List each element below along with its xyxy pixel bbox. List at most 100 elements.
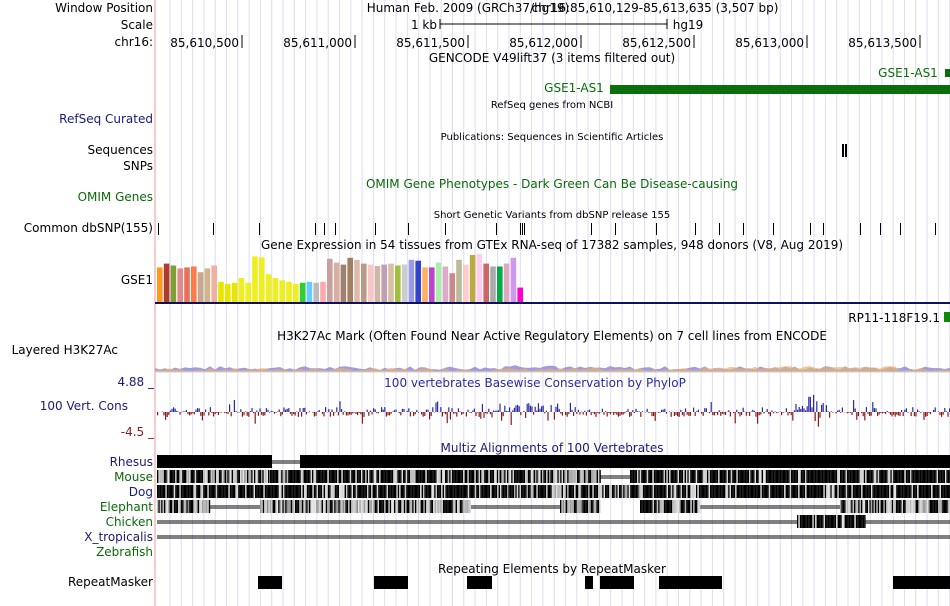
snp-tick — [860, 223, 861, 235]
snp-tick — [810, 223, 811, 235]
gtex-tissue-bar — [401, 264, 408, 302]
gtex-gene-right-label[interactable]: RP11-118F19.1 — [848, 311, 940, 325]
assembly-title: Human Feb. 2009 (GRCh37/hg19) — [367, 1, 570, 15]
gencode-gene-label-top[interactable]: GSE1-AS1 — [878, 66, 938, 80]
scale-text: 1 kb — [411, 18, 437, 32]
gtex-tissue-bar — [354, 259, 360, 302]
gtex-tissue-bars — [157, 254, 523, 302]
repeatmasker-elements — [258, 576, 950, 589]
gtex-tissue-bar — [435, 262, 442, 302]
gtex-tissue-bar — [476, 254, 483, 302]
gtex-tissue-bar — [265, 274, 272, 302]
gtex-tissue-bar — [497, 266, 503, 302]
publications-title: Publications: Sequences in Scientific Ar… — [441, 132, 664, 143]
gencode-gene-feature — [610, 85, 950, 94]
snp-tick — [259, 223, 260, 235]
gtex-tissue-bar — [299, 282, 306, 302]
gtex-tissue-bar — [231, 282, 238, 302]
snp-tick — [158, 223, 159, 235]
cons-max-label: 4.88 _ — [117, 375, 154, 389]
gtex-tissue-bar — [157, 267, 163, 302]
snp-tick — [743, 223, 744, 235]
window-position-label: Window Position — [55, 1, 153, 15]
gencode-feature-top — [945, 69, 950, 77]
snp-tick — [773, 223, 774, 235]
snp-tick — [900, 223, 901, 235]
snp-tick — [520, 223, 521, 235]
gtex-tissue-bar — [163, 263, 170, 302]
gtex-tissue-bar — [469, 255, 476, 302]
gtex-tissue-bar — [483, 263, 489, 302]
gtex-gene-label[interactable]: GSE1 — [120, 273, 153, 287]
cons-min-label: -4.5 _ — [120, 425, 154, 439]
refseq-curated-label[interactable]: RefSeq Curated — [59, 112, 153, 126]
gtex-tissue-bar — [293, 283, 299, 302]
gtex-tissue-bar — [259, 257, 265, 302]
species-zebrafish[interactable]: Zebrafish — [96, 545, 153, 559]
species-elephant[interactable]: Elephant — [99, 500, 153, 514]
gtex-tissue-bar — [320, 281, 326, 302]
h3k27ac-title: H3K27Ac Mark (Often Found Near Active Re… — [277, 329, 827, 343]
gtex-tissue-bar — [238, 278, 245, 302]
common-dbsnp-label[interactable]: Common dbSNP(155) — [23, 221, 153, 235]
refseq-title: RefSeq genes from NCBI — [491, 100, 613, 111]
vert-cons-label[interactable]: 100 Vert. Cons — [39, 399, 128, 413]
ruler-ticks: 85,610,500 85,611,000 85,611,500 85,612,000… — [170, 35, 921, 50]
gtex-tissue-bar — [463, 264, 469, 302]
ruler-tick-label: 85,612,500 — [622, 36, 691, 50]
gtex-tissue-bar — [252, 256, 258, 302]
gtex-tissue-bar — [415, 260, 421, 302]
layered-h3k27ac-label[interactable]: Layered H3K27Ac — [11, 343, 118, 357]
gtex-tissue-bar — [327, 258, 333, 302]
gtex-tissue-bar — [218, 281, 224, 302]
gtex-tissue-bar — [429, 267, 435, 302]
position-title: chr16:85,610,129-85,613,635 (3,507 bp) — [532, 1, 779, 15]
snp-tick — [375, 223, 376, 235]
gtex-tissue-bar — [204, 268, 211, 302]
gtex-tissue-bar — [422, 267, 428, 302]
snps-label[interactable]: SNPs — [123, 159, 153, 173]
gtex-title: Gene Expression in 54 tissues from GTEx … — [261, 238, 843, 252]
snp-tick — [213, 223, 214, 235]
conservation-title: 100 vertebrates Basewise Conservation by… — [384, 376, 686, 390]
snp-tick — [656, 223, 657, 235]
gtex-tissue-bar — [286, 281, 292, 302]
dbsnp-variants — [158, 223, 936, 235]
snp-tick — [719, 223, 720, 235]
chrom-label: chr16: — [114, 35, 153, 49]
gtex-tissue-bar — [177, 268, 183, 302]
gencode-gene-label[interactable]: GSE1-AS1 — [544, 81, 604, 95]
snp-tick — [522, 223, 523, 235]
species-mouse[interactable]: Mouse — [114, 470, 153, 484]
gtex-tissue-bar — [381, 264, 387, 302]
repeatmasker-label[interactable]: RepeatMasker — [67, 575, 153, 589]
snp-tick — [496, 223, 497, 235]
gtex-tissue-bar — [306, 281, 313, 302]
gtex-tissue-bar — [395, 265, 401, 302]
omim-title: OMIM Gene Phenotypes - Dark Green Can Be… — [366, 177, 738, 191]
species-chicken[interactable]: Chicken — [105, 515, 153, 529]
gtex-tissue-bar — [184, 267, 190, 302]
sequences-label[interactable]: Sequences — [87, 143, 153, 157]
snp-tick — [315, 223, 316, 235]
gtex-tissue-bar — [388, 263, 394, 302]
snp-tick — [524, 223, 525, 235]
ruler-tick-label: 85,613,000 — [735, 36, 804, 50]
multiz-alignments — [157, 455, 950, 539]
snp-tick — [445, 223, 446, 235]
snp-tick — [615, 223, 616, 235]
gtex-tissue-bar — [408, 259, 415, 302]
gtex-tissue-bar — [510, 257, 517, 302]
species-dog[interactable]: Dog — [128, 485, 153, 499]
species-x-tropicalis[interactable]: X_tropicalis — [84, 530, 153, 544]
snp-tick — [695, 223, 696, 235]
snp-tick — [591, 223, 592, 235]
gtex-tissue-bar — [347, 257, 353, 302]
gtex-tissue-bar — [225, 283, 231, 302]
gtex-tissue-bar — [361, 263, 367, 302]
gtex-tissue-bar — [340, 264, 347, 302]
omim-genes-label[interactable]: OMIM Genes — [77, 190, 153, 204]
species-rhesus[interactable]: Rhesus — [109, 455, 153, 469]
gtex-tissue-bar — [170, 265, 177, 302]
